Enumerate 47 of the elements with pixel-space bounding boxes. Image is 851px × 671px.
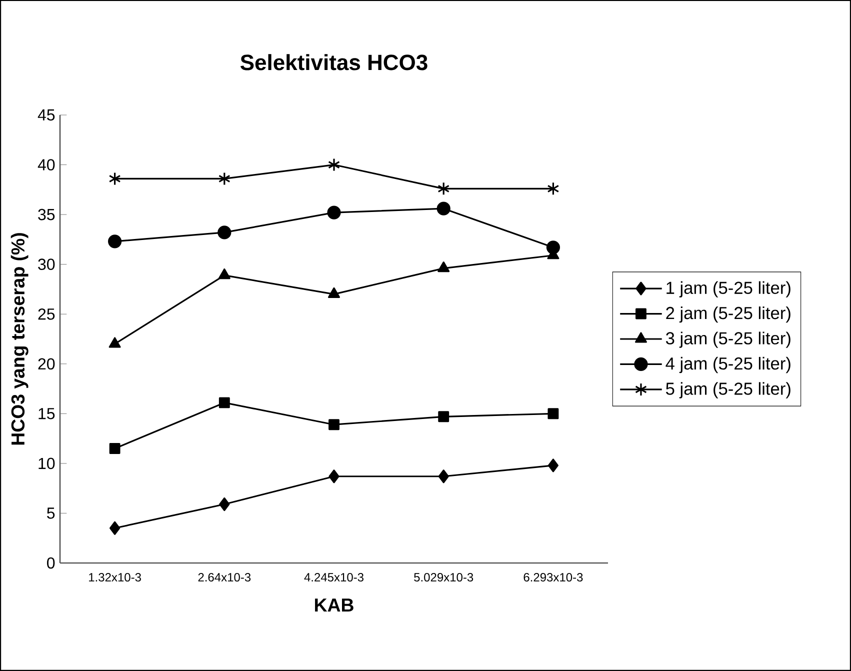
point [218, 268, 230, 280]
point [218, 172, 230, 186]
point [328, 287, 340, 298]
point [548, 408, 559, 420]
point [438, 470, 449, 484]
y-tick-label: 25 [38, 308, 55, 320]
legend-label: 2 jam (5-25 liter) [666, 306, 790, 323]
point [546, 240, 560, 254]
x-tick-label: 4.245x10-3 [304, 573, 364, 582]
x-tick-label: 5.029x10-3 [414, 573, 474, 582]
y-tick-label: 35 [38, 208, 55, 220]
point [110, 521, 120, 535]
point [438, 262, 450, 272]
point [328, 470, 340, 484]
y-tick-label: 0 [47, 557, 55, 569]
point [218, 397, 230, 408]
point [219, 497, 230, 512]
point [438, 411, 450, 422]
x-tick-label: 1.32x10-3 [89, 573, 141, 582]
x-tick-label: 2.64x10-3 [198, 573, 251, 582]
y-tick-label: 5 [47, 508, 55, 519]
point [109, 443, 120, 454]
legend-label: 5 jam (5-25 liter) [666, 382, 790, 398]
point [327, 206, 341, 220]
legend-label: 4 jam (5-25 liter) [666, 356, 790, 374]
y-tick-label: 10 [38, 458, 55, 470]
point [328, 158, 340, 172]
y-tick-label: 45 [38, 109, 55, 121]
y-tick-label: 20 [38, 358, 55, 370]
point [108, 337, 121, 348]
x-tick-label: 6.293x10-3 [524, 573, 583, 582]
point [548, 458, 558, 472]
chart-title: Selektivitas HCO3 [240, 54, 428, 70]
point [436, 202, 450, 216]
legend-label: 3 jam (5-25 liter) [666, 332, 790, 348]
y-axis-title: HCO3 yang terserap (%) [10, 233, 28, 445]
y-tick-label: 15 [38, 408, 55, 420]
point [547, 182, 560, 196]
point [438, 182, 450, 196]
point [328, 419, 340, 430]
y-tick-label: 30 [38, 258, 55, 270]
x-axis-title: KAB [315, 598, 354, 612]
point [218, 226, 232, 240]
point [108, 172, 121, 186]
y-tick-label: 40 [38, 159, 55, 170]
legend-label: 1 jam (5-25 liter) [666, 281, 790, 298]
point [108, 234, 122, 248]
